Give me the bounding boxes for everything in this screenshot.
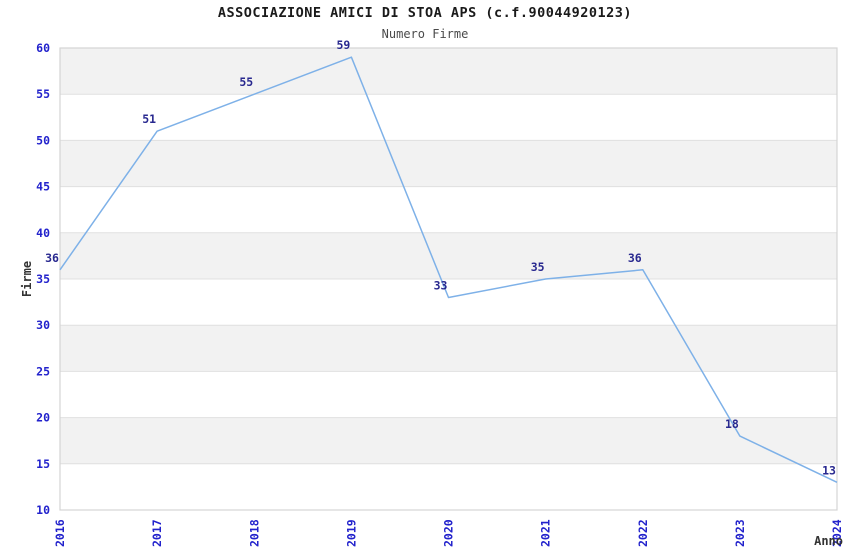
y-tick-label: 10 — [36, 503, 50, 517]
y-tick-label: 15 — [36, 457, 50, 471]
x-tick-label: 2024 — [830, 519, 844, 547]
y-tick-label: 50 — [36, 133, 50, 147]
y-tick-label: 55 — [36, 87, 50, 101]
value-label: 51 — [142, 112, 156, 126]
grid-band — [60, 232, 837, 279]
y-axis-label: Firme — [20, 260, 34, 298]
value-label: 18 — [725, 417, 739, 431]
value-label: 36 — [45, 251, 59, 265]
y-tick-label: 60 — [36, 41, 50, 55]
value-label: 36 — [628, 251, 642, 265]
x-tick-label: 2022 — [636, 519, 650, 547]
grid-band — [60, 48, 837, 95]
y-tick-label: 30 — [36, 318, 50, 332]
grid-band — [60, 417, 837, 464]
x-tick-label: 2023 — [733, 519, 747, 547]
x-tick-label: 2017 — [150, 519, 164, 547]
value-label: 55 — [239, 75, 253, 89]
data-line — [59, 56, 838, 483]
y-tick-label: 25 — [36, 364, 50, 378]
x-tick-label: 2020 — [442, 519, 456, 547]
chart-title: ASSOCIAZIONE AMICI DI STOA APS (c.f.9004… — [217, 5, 633, 21]
value-label: 59 — [336, 38, 350, 52]
x-tick-label: 2016 — [53, 519, 67, 547]
y-tick-label: 45 — [36, 180, 50, 194]
value-label: 35 — [531, 260, 545, 274]
chart-subtitle: Numero Firme — [381, 27, 469, 41]
y-tick-label: 20 — [36, 411, 50, 425]
grid-band — [60, 325, 837, 372]
value-label: 13 — [822, 463, 836, 477]
x-tick-label: 2021 — [539, 519, 553, 547]
x-axis-label: Anno — [814, 534, 843, 548]
y-tick-label: 40 — [36, 226, 50, 240]
x-tick-label: 2019 — [344, 519, 358, 547]
value-label: 33 — [434, 278, 448, 292]
grid-band — [60, 140, 837, 187]
plot-border — [59, 47, 838, 511]
y-tick-label: 35 — [36, 272, 50, 286]
x-tick-label: 2018 — [247, 519, 261, 547]
